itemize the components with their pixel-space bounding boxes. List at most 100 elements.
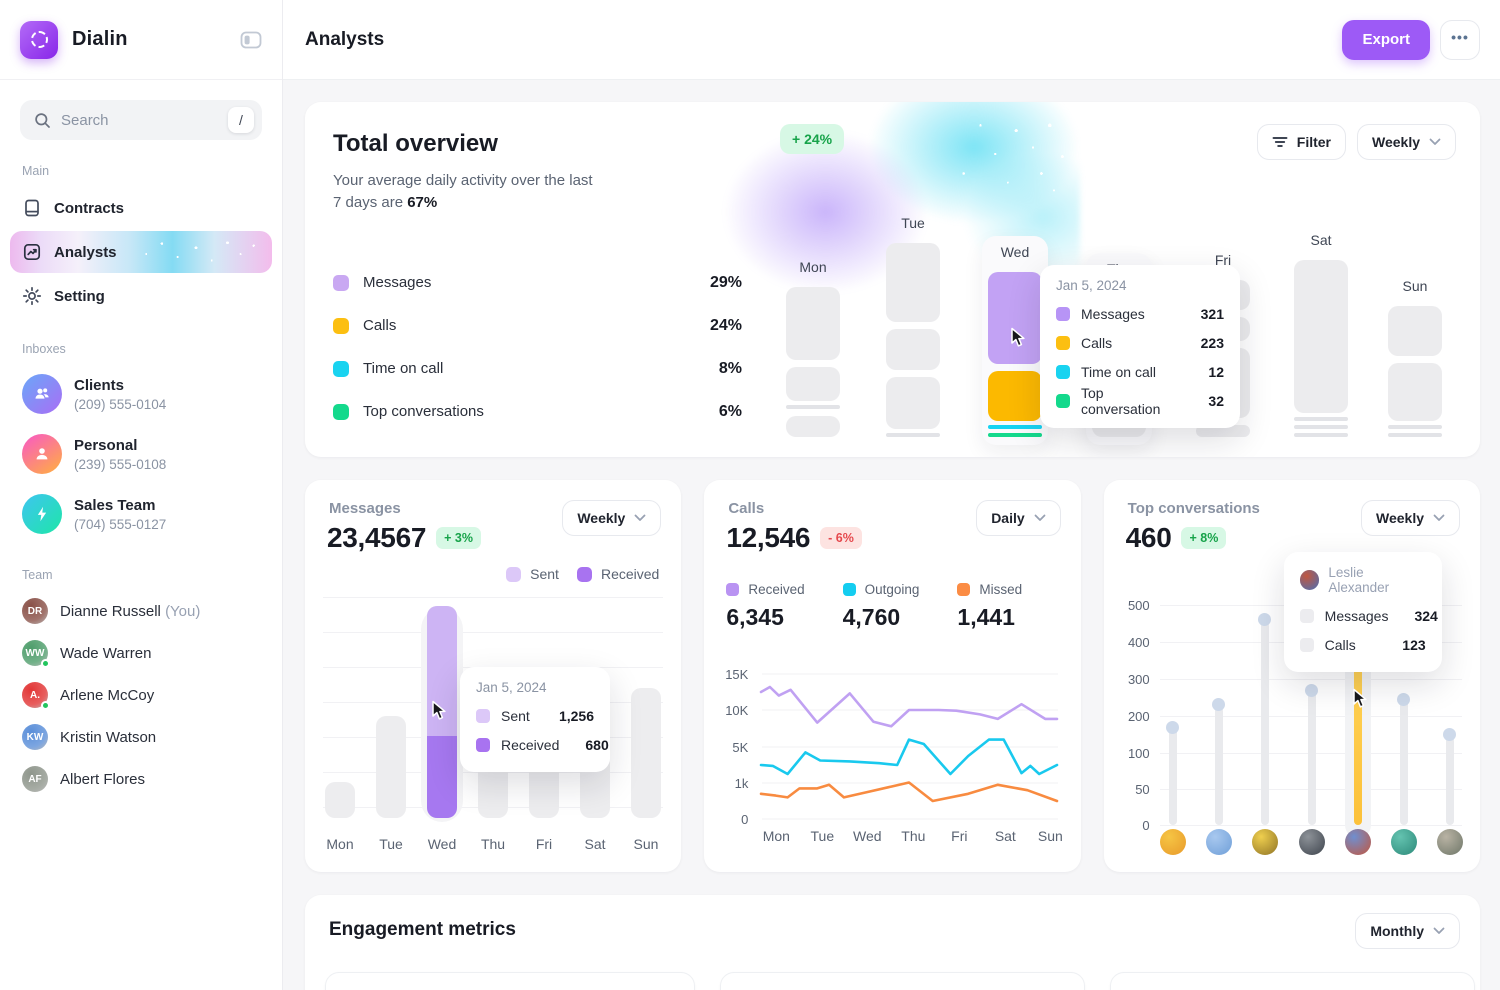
lollipop-dot[interactable] <box>1258 613 1272 627</box>
sidebar-item-contracts[interactable]: Contracts <box>10 187 272 229</box>
more-options-button[interactable]: ••• <box>1440 19 1480 60</box>
y-axis-label: 500 <box>1127 598 1150 613</box>
conversations-total: 460 <box>1125 522 1172 553</box>
app-name: Dialin <box>72 28 128 50</box>
person-avatar[interactable] <box>1298 829 1325 855</box>
search-icon <box>35 112 50 128</box>
team-member-item[interactable]: WW Wade Warren <box>0 632 282 674</box>
team-member-item[interactable]: AF Albert Flores <box>0 758 282 800</box>
lollipop-stem[interactable] <box>1353 662 1362 825</box>
messages-period-dropdown[interactable]: Weekly <box>562 500 662 536</box>
sidebar-item-analysts[interactable]: Analysts <box>10 231 272 273</box>
day-label: Mon <box>799 259 827 275</box>
lollipop-dot[interactable] <box>1212 698 1226 712</box>
overview-day-column-wed[interactable]: Wed <box>982 236 1048 445</box>
person-avatar[interactable] <box>1205 829 1232 855</box>
lollipop-stem[interactable] <box>1399 701 1408 825</box>
personal-avatar <box>22 434 62 474</box>
lollipop-dot[interactable] <box>1397 692 1411 706</box>
lollipop-stem[interactable] <box>1260 621 1269 825</box>
person-avatar[interactable] <box>1159 829 1186 855</box>
main-content: Total overview Your average daily activi… <box>283 80 1500 990</box>
sidebar-item-label: Analysts <box>54 243 117 261</box>
person-avatar[interactable] <box>1344 829 1371 855</box>
conversations-lollipop-chart: 500 400 300 200 100 50 0 <box>1104 480 1480 872</box>
member-avatar: WW <box>22 640 50 668</box>
bar-sun[interactable] <box>631 688 661 818</box>
legend-row-top-conversations: Top conversations 6% <box>333 390 742 433</box>
overview-day-column-mon[interactable]: Mon <box>786 259 840 437</box>
inbox-item-sales-team[interactable]: Sales Team (704) 555-0127 <box>0 484 282 544</box>
engagement-subcard <box>1110 972 1475 990</box>
lollipop-dot[interactable] <box>1443 728 1457 741</box>
lollipop-stem[interactable] <box>1214 706 1223 825</box>
x-axis-label: Sun <box>1037 828 1063 844</box>
decline-badge: - 6% <box>820 527 862 549</box>
line-series-outgoing <box>760 738 1059 776</box>
export-button[interactable]: Export <box>1342 19 1430 60</box>
inbox-item-clients[interactable]: Clients (209) 555-0104 <box>0 364 282 424</box>
person-avatar[interactable] <box>1436 829 1463 855</box>
team-member-item[interactable]: A. Arlene McCoy <box>0 674 282 716</box>
lollipop-stem[interactable] <box>1307 692 1316 825</box>
member-avatar: DR <box>22 598 48 624</box>
y-axis-label: 400 <box>1127 635 1150 650</box>
calls-card: Calls 12,546 - 6% Daily Received 6,345 Ou… <box>704 480 1081 872</box>
overview-day-column-sun[interactable]: Sun <box>1388 278 1442 437</box>
activity-segment <box>786 287 840 360</box>
calls-period-dropdown[interactable]: Daily <box>976 500 1061 536</box>
bar-wed[interactable] <box>427 606 457 818</box>
overview-day-column-sat[interactable]: Sat <box>1294 232 1348 437</box>
chevron-down-icon <box>1034 514 1046 521</box>
engagement-period-dropdown[interactable]: Monthly <box>1355 913 1460 949</box>
stat-outgoing: Outgoing 4,760 <box>842 582 920 630</box>
conversations-period-dropdown[interactable]: Weekly <box>1361 500 1460 536</box>
received-segment <box>427 736 457 818</box>
inbox-item-personal[interactable]: Personal (239) 555-0108 <box>0 424 282 484</box>
messages-bar-chart: Mon Tue Wed Thu Fri Sat Sun <box>323 597 664 858</box>
lollipop-dot[interactable] <box>1305 683 1319 697</box>
lollipop-dot[interactable] <box>1166 720 1180 734</box>
sent-segment <box>427 606 457 736</box>
x-axis-label: Wed <box>427 836 457 852</box>
lollipop-stem[interactable] <box>1168 729 1177 825</box>
page-title: Analysts <box>305 28 385 50</box>
bar-tue[interactable] <box>376 716 406 818</box>
gear-icon <box>22 286 42 306</box>
member-avatar: AF <box>22 766 48 792</box>
person-avatar[interactable] <box>1390 829 1417 855</box>
calls-line-chart: 15K 10K 5K 1k 0 Mon Tue Wed Thu Fri Sat Sun <box>704 480 1080 872</box>
online-status-dot <box>41 701 50 710</box>
search-input[interactable]: Search / <box>20 100 262 140</box>
lollipop-stem[interactable] <box>1445 736 1454 825</box>
bar-mon[interactable] <box>325 782 355 818</box>
person-avatar[interactable] <box>1251 829 1278 855</box>
team-member-item[interactable]: KW Kristin Watson <box>0 716 282 758</box>
lightning-bolt-icon <box>37 506 47 522</box>
member-name: Kristin Watson <box>60 728 157 746</box>
y-axis-label: 1k <box>734 776 749 791</box>
y-axis-label: 300 <box>1127 672 1150 687</box>
activity-segment <box>1388 306 1442 356</box>
card-title: Calls <box>728 500 765 517</box>
overview-period-dropdown[interactable]: Weekly <box>1357 124 1456 160</box>
sales-team-avatar <box>22 494 62 534</box>
activity-segment <box>786 405 840 409</box>
gridline <box>1159 825 1462 826</box>
sidebar-collapse-icon[interactable] <box>240 30 262 50</box>
inbox-phone: (239) 555-0108 <box>74 456 167 472</box>
activity-segment <box>886 329 940 370</box>
activity-segment <box>1196 425 1250 437</box>
team-member-item[interactable]: DR Dianne Russell (You) <box>0 590 282 632</box>
person-name: Leslie Alexander <box>1328 565 1390 595</box>
y-axis-label: 50 <box>1135 782 1150 797</box>
x-axis-label: Thu <box>901 828 926 844</box>
legend-row-messages: Messages 29% <box>333 261 742 304</box>
person-icon <box>36 448 48 460</box>
overview-day-column-tue[interactable]: Tue <box>886 215 940 437</box>
sidebar-item-setting[interactable]: Setting <box>10 275 272 317</box>
messages-card: Messages 23,4567 + 3% Weekly Sent Receiv… <box>305 480 682 872</box>
filter-icon <box>1272 137 1288 147</box>
filter-button[interactable]: Filter <box>1256 124 1346 160</box>
member-name: Wade Warren <box>60 644 152 662</box>
